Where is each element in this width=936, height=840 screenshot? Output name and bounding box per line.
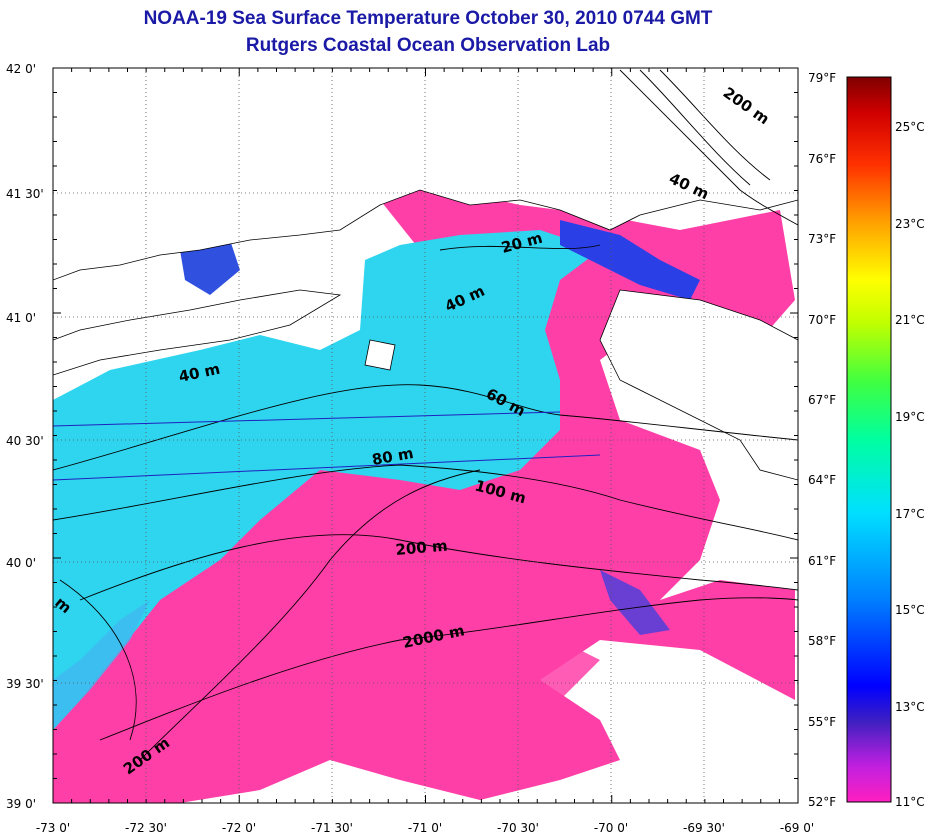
blue-track-line: [53, 411, 561, 427]
land-block-island: [364, 339, 396, 371]
cold-water-patch-east: [560, 220, 700, 300]
cold-water-patch-west: [180, 240, 240, 295]
depth-contours: [53, 69, 798, 761]
c-label: 13°C: [895, 700, 925, 714]
cold-water-patch-south: [600, 570, 670, 635]
lat-label: 39 30': [6, 677, 44, 691]
colorbar-fahrenheit-labels: 79°F 76°F 73°F 70°F 67°F 64°F 61°F 58°F …: [808, 71, 836, 809]
c-label: 21°C: [895, 313, 925, 327]
land-long-island: [53, 289, 342, 376]
c-label: 15°C: [895, 603, 925, 617]
map-subtitle: Rutgers Coastal Ocean Observation Lab: [245, 35, 611, 56]
lat-label: 41 30': [6, 187, 44, 201]
graticule: [53, 68, 798, 803]
f-label: 79°F: [808, 71, 836, 85]
lon-label: -69 0': [780, 821, 814, 835]
lat-label: 42 0': [6, 62, 36, 76]
lat-label: 40 0': [6, 556, 36, 570]
f-label: 52°F: [808, 795, 836, 809]
f-label: 61°F: [808, 554, 836, 568]
axis-ticks: [52, 67, 799, 804]
cool-water-region: [53, 230, 600, 730]
colorbar: [846, 76, 892, 803]
lon-label: -71 0': [408, 821, 442, 835]
lat-label: 40 30': [6, 434, 44, 448]
blue-track-line: [53, 454, 601, 481]
contour-label: 200 m: [395, 537, 449, 559]
f-label: 58°F: [808, 634, 836, 648]
c-label: 19°C: [895, 410, 925, 424]
c-label: 11°C: [895, 795, 925, 809]
f-label: 64°F: [808, 473, 836, 487]
c-label: 23°C: [895, 217, 925, 231]
c-label: 25°C: [895, 120, 925, 134]
lat-label: 41 0': [6, 311, 36, 325]
lon-label: -71 30': [311, 821, 353, 835]
cool-water-west: [53, 600, 150, 730]
c-label: 17°C: [895, 507, 925, 521]
f-label: 76°F: [808, 152, 836, 166]
longitude-labels: -73 0' -72 30' -72 0' -71 30' -71 0' -70…: [36, 821, 814, 835]
lat-label: 39 0': [6, 797, 36, 811]
lon-label: -72 0': [222, 821, 256, 835]
f-label: 70°F: [808, 313, 836, 327]
f-label: 55°F: [808, 715, 836, 729]
lon-label: -69 30': [683, 821, 725, 835]
lon-label: -72 30': [125, 821, 167, 835]
f-label: 73°F: [808, 232, 836, 246]
lon-label: -73 0': [36, 821, 70, 835]
f-label: 67°F: [808, 393, 836, 407]
colorbar-celsius-labels: 25°C 23°C 21°C 19°C 17°C 15°C 13°C 11°C: [895, 120, 925, 809]
map-title: NOAA-19 Sea Surface Temperature October …: [143, 8, 713, 29]
lon-label: -70 0': [594, 821, 628, 835]
latitude-labels: 42 0' 41 30' 41 0' 40 30' 40 0' 39 30' 3…: [6, 62, 44, 811]
lon-label: -70 30': [497, 821, 539, 835]
warm-water-offshore: [420, 620, 600, 700]
